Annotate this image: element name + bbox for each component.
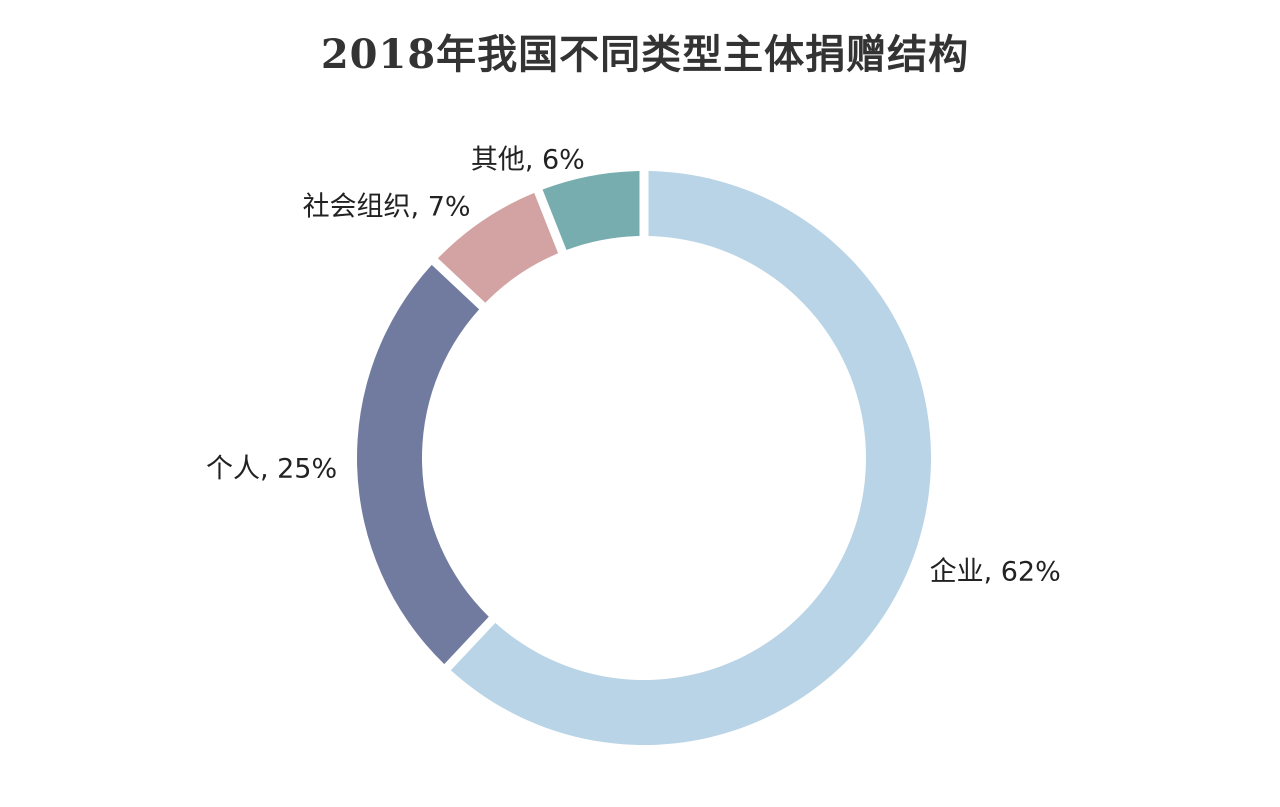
slice-label-2: 社会组织, 7% [303,192,471,223]
chart-title: 2018年我国不同类型主体捐赠结构 [320,31,970,78]
slice-label-0: 企业, 62% [930,556,1061,587]
slice-label-3: 其他, 6% [471,144,585,175]
labels-layer: 企业, 62% 个人, 25% 社会组织, 7%其他, 6% [206,144,1061,587]
slice-2 [437,192,559,303]
slice-label-1: 个人, 25% [206,454,337,485]
slice-0 [450,171,932,746]
slices-layer [356,171,932,746]
slice-1 [356,264,489,665]
slice-3 [542,171,640,250]
